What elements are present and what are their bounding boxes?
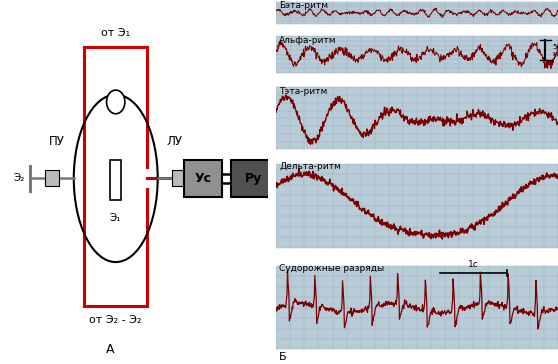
Text: Судорожные разряды: Судорожные разряды [279, 264, 384, 273]
Text: 1с: 1с [468, 260, 479, 269]
Bar [276, 87, 558, 149]
Text: ЛУ: ЛУ [167, 135, 183, 149]
Bar [231, 160, 276, 197]
Text: от Э₁: от Э₁ [101, 28, 130, 38]
Bar [276, 164, 558, 248]
Text: от Э₂ - Э₂: от Э₂ - Э₂ [89, 315, 142, 325]
Bar [276, 2, 558, 24]
Text: ПУ: ПУ [49, 135, 65, 149]
Text: А: А [106, 343, 115, 356]
Text: Б: Б [279, 352, 287, 362]
Bar [184, 160, 222, 197]
Text: Тэта-ритм: Тэта-ритм [279, 87, 328, 96]
Text: Э₂: Э₂ [206, 173, 218, 183]
Text: Дельта-ритм: Дельта-ритм [279, 162, 341, 171]
Text: Ус: Ус [194, 172, 211, 185]
Bar [110, 160, 121, 200]
Bar [276, 36, 558, 73]
Bar [172, 170, 186, 186]
Bar [276, 266, 558, 349]
Text: Э₁: Э₁ [110, 213, 122, 223]
Text: Бэта-ритм: Бэта-ритм [279, 1, 328, 10]
Text: Ру: Ру [245, 172, 262, 185]
Text: Альфа-ритм: Альфа-ритм [279, 36, 336, 45]
Ellipse shape [107, 90, 125, 114]
Text: 50
мкВ: 50 мкВ [552, 44, 558, 56]
Bar [45, 170, 59, 186]
Text: Э₂: Э₂ [14, 173, 25, 183]
